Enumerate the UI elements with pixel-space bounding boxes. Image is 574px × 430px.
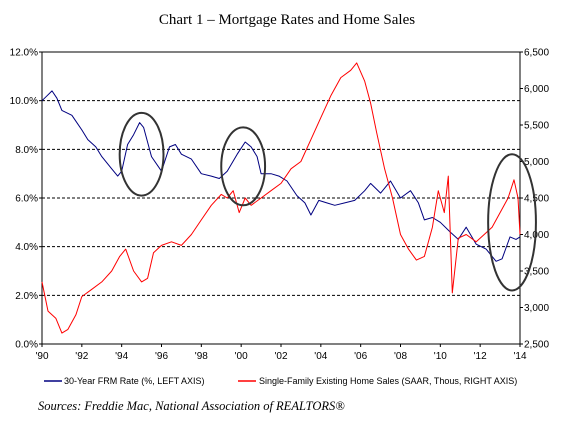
x-tick-label: '98 bbox=[195, 351, 208, 362]
right-tick-label: 5,500 bbox=[524, 121, 549, 132]
x-tick-label: '08 bbox=[394, 351, 407, 362]
x-axis-ticks: '90 '92 '94 '96 '98 '00 '02 '04 '06 '08 '10 '12 '14 bbox=[35, 351, 526, 362]
x-tick-label: '14 bbox=[513, 351, 526, 362]
series-line-frm bbox=[41, 90, 521, 262]
x-tick-label: '94 bbox=[115, 351, 128, 362]
left-tick-label: 8.0% bbox=[15, 145, 38, 156]
chart-source: Sources: Freddie Mac, National Associati… bbox=[38, 399, 345, 413]
x-tick-label: '00 bbox=[235, 351, 248, 362]
series-lines bbox=[41, 62, 521, 334]
left-axis-ticks: 0.0% 2.0% 4.0% 6.0% 8.0% 10.0% 12.0% bbox=[10, 48, 38, 351]
right-tick-label: 4,500 bbox=[524, 194, 549, 205]
left-tick-label: 12.0% bbox=[10, 48, 38, 59]
right-tick-label: 6,500 bbox=[524, 48, 549, 59]
left-tick-label: 6.0% bbox=[15, 194, 38, 205]
right-tick-label: 6,000 bbox=[524, 84, 549, 95]
annotation-ellipse bbox=[220, 126, 267, 207]
chart-title: Chart 1 – Mortgage Rates and Home Sales bbox=[159, 12, 415, 28]
left-tick-label: 10.0% bbox=[10, 96, 38, 107]
gridlines bbox=[42, 100, 520, 296]
right-tick-label: 3,500 bbox=[524, 267, 549, 278]
x-tick-label: '02 bbox=[274, 351, 287, 362]
right-tick-label: 5,000 bbox=[524, 157, 549, 168]
right-axis-ticks: 2,500 3,000 3,500 4,000 4,500 5,000 5,500 6,000… bbox=[524, 48, 549, 351]
right-tick-label: 4,000 bbox=[524, 230, 549, 241]
left-tick-label: 2.0% bbox=[15, 291, 38, 302]
annotation-ellipses bbox=[118, 111, 537, 292]
x-tick-label: '12 bbox=[474, 351, 487, 362]
series-line-sales bbox=[41, 62, 521, 334]
left-tick-label: 4.0% bbox=[15, 242, 38, 253]
x-tick-label: '90 bbox=[35, 351, 48, 362]
x-tick-label: '04 bbox=[314, 351, 327, 362]
x-tick-label: '06 bbox=[354, 351, 367, 362]
x-tick-label: '10 bbox=[434, 351, 447, 362]
right-tick-label: 3,000 bbox=[524, 303, 549, 314]
legend-label-frm: 30-Year FRM Rate (%, LEFT AXIS) bbox=[64, 376, 205, 386]
annotation-ellipse bbox=[118, 111, 165, 197]
legend: 30-Year FRM Rate (%, LEFT AXIS) Single-F… bbox=[44, 376, 517, 386]
right-tick-label: 2,500 bbox=[524, 340, 549, 351]
annotation-ellipse bbox=[487, 153, 537, 292]
legend-label-sales: Single-Family Existing Home Sales (SAAR,… bbox=[259, 376, 517, 386]
tick-marks bbox=[39, 51, 523, 347]
x-tick-label: '96 bbox=[155, 351, 168, 362]
left-tick-label: 0.0% bbox=[15, 340, 38, 351]
x-tick-label: '92 bbox=[75, 351, 88, 362]
